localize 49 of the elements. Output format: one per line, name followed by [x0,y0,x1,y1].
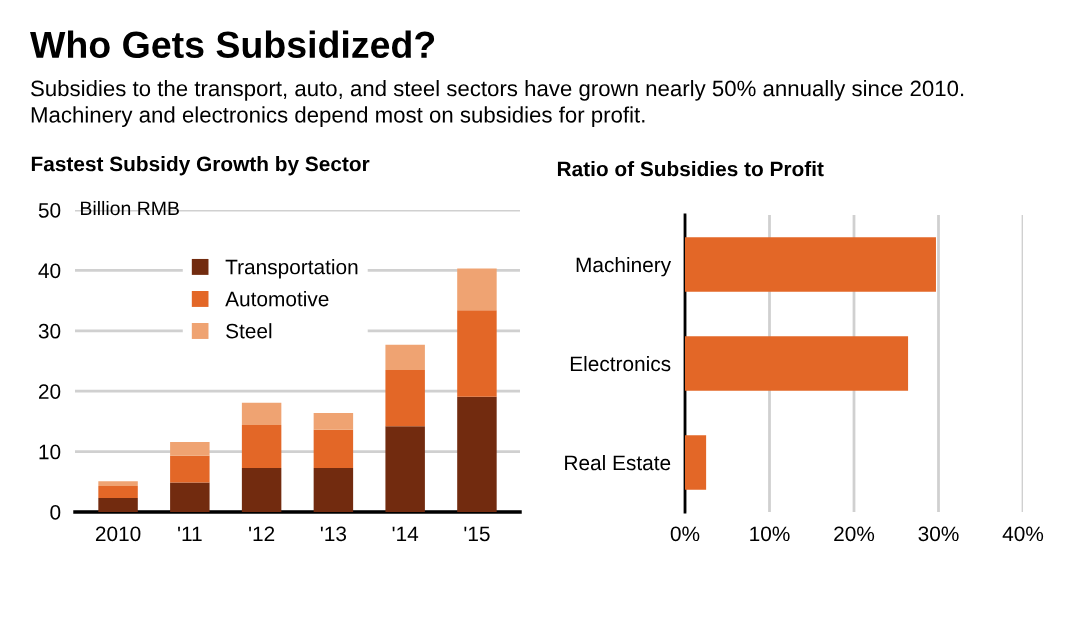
bar [685,435,707,490]
bar [98,481,138,487]
x-tick-label: 20% [834,526,875,542]
legend-label: Automotive [225,291,329,307]
bar [457,268,497,311]
x-tick-label: '14 [392,526,419,541]
y-tick-label: 30 [38,323,61,339]
y-axis-title: Billion RMB [81,200,179,216]
text: Subsidies to the transport, auto, and steel sectors have grown nearly 50% annually since 2010. Machinery and electronics depend most on subsidies for profit. [31,80,964,128]
y-tick-label: Machinery [576,256,672,277]
chart-title: Fastest Subsidy Growth by Sector [31,156,370,176]
bar [170,482,210,512]
x-tick-label: 40% [1002,526,1044,542]
bar [685,237,936,292]
bar [98,486,138,499]
bar [313,412,354,430]
bar [385,344,425,371]
x-tick-label: '15 [464,526,490,542]
bar [457,396,497,512]
x-tick-label: 0% [670,526,700,542]
y-tick-label: 20 [38,384,61,399]
y-tick-label: 0 [50,505,61,520]
bar [170,441,210,456]
x-tick-label: '11 [178,526,202,541]
x-tick-label: 10% [750,526,790,542]
x-tick-label: '13 [320,526,347,542]
y-tick-label: Electronics [570,355,671,372]
bar [313,467,354,512]
bar [241,425,282,468]
bar [170,455,210,483]
x-tick-label: '12 [249,526,275,541]
text: Who Gets Subsidized? [30,30,435,59]
y-tick-label: 50 [38,203,61,218]
chart-title: Ratio of Subsidies to Profit [557,161,824,177]
bar [313,429,354,468]
bar [385,426,425,512]
bar [241,467,282,512]
y-tick-label: Real Estate [565,454,671,471]
bar [685,336,909,391]
y-tick-label: 40 [38,263,61,279]
legend-label: Steel [226,323,272,339]
bar [98,498,138,512]
y-tick-label: 10 [39,444,61,460]
bar [385,370,425,427]
bar [457,310,497,397]
legend-label: Transportation [225,259,358,279]
bar [241,402,282,426]
x-tick-label: 2010 [95,526,141,542]
x-tick-label: 30% [918,526,959,542]
